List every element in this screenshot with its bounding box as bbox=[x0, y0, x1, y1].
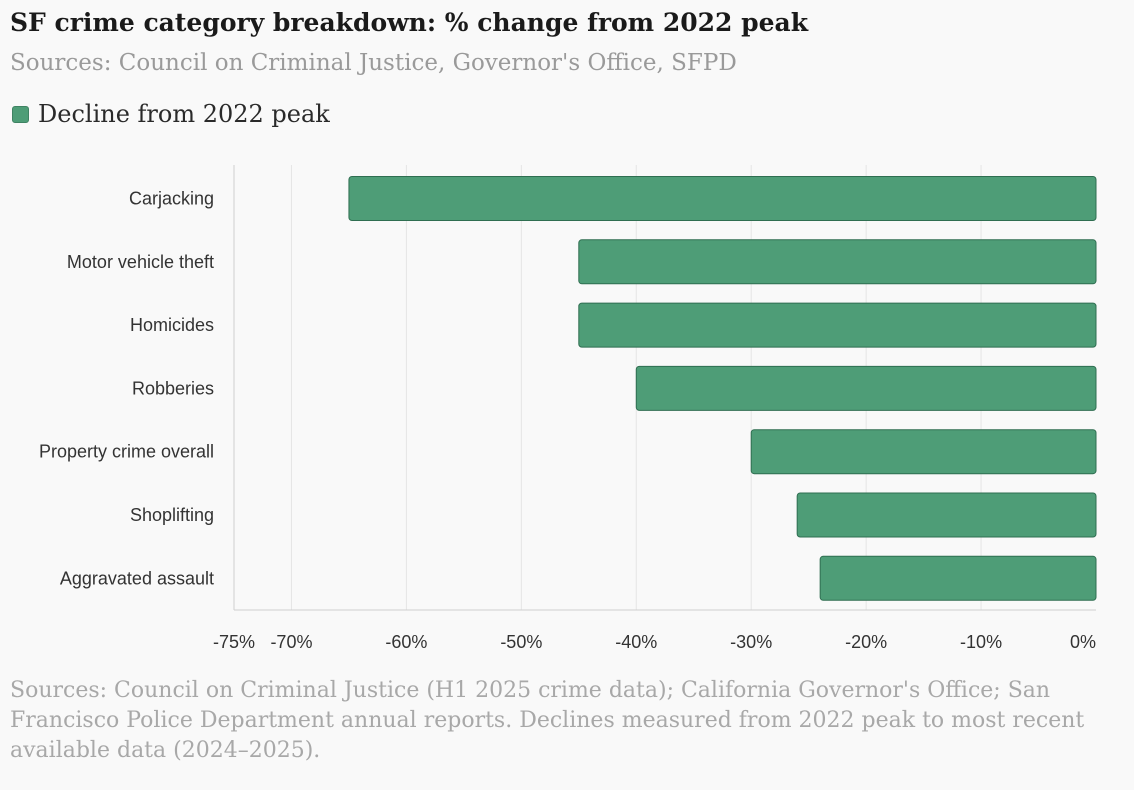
x-tick-label: -10% bbox=[960, 632, 1002, 652]
chart-title: SF crime category breakdown: % change fr… bbox=[10, 8, 809, 37]
category-label: Homicides bbox=[130, 315, 214, 335]
x-tick-label: -60% bbox=[385, 632, 427, 652]
x-tick-label: -20% bbox=[845, 632, 887, 652]
chart-subtitle: Sources: Council on Criminal Justice, Go… bbox=[10, 50, 737, 76]
bar bbox=[578, 302, 1097, 348]
category-label: Motor vehicle theft bbox=[67, 252, 214, 272]
category-label: Property crime overall bbox=[39, 442, 214, 462]
bar bbox=[348, 176, 1097, 221]
footer-sources: Sources: Council on Criminal Justice (H1… bbox=[10, 678, 1085, 763]
legend: Decline from 2022 peak bbox=[12, 100, 330, 128]
bar bbox=[750, 429, 1097, 475]
bar bbox=[819, 555, 1097, 601]
category-label: Carjacking bbox=[129, 189, 214, 209]
bar bbox=[578, 239, 1097, 285]
legend-label: Decline from 2022 peak bbox=[38, 100, 330, 128]
category-label: Aggravated assault bbox=[60, 568, 214, 588]
x-tick-label: -30% bbox=[730, 632, 772, 652]
category-label: Robberies bbox=[132, 378, 214, 398]
x-tick-label: -50% bbox=[500, 632, 542, 652]
x-tick-label: 0% bbox=[1070, 632, 1096, 652]
category-label: Shoplifting bbox=[130, 505, 214, 525]
bar bbox=[635, 365, 1097, 411]
x-tick-label: -75% bbox=[213, 632, 255, 652]
x-tick-label: -70% bbox=[270, 632, 312, 652]
bar bbox=[796, 492, 1097, 538]
x-tick-label: -40% bbox=[615, 632, 657, 652]
bar-chart: Carjacking Motor vehicle theft Homicides Ro… bbox=[39, 165, 1097, 652]
legend-swatch bbox=[12, 105, 29, 123]
